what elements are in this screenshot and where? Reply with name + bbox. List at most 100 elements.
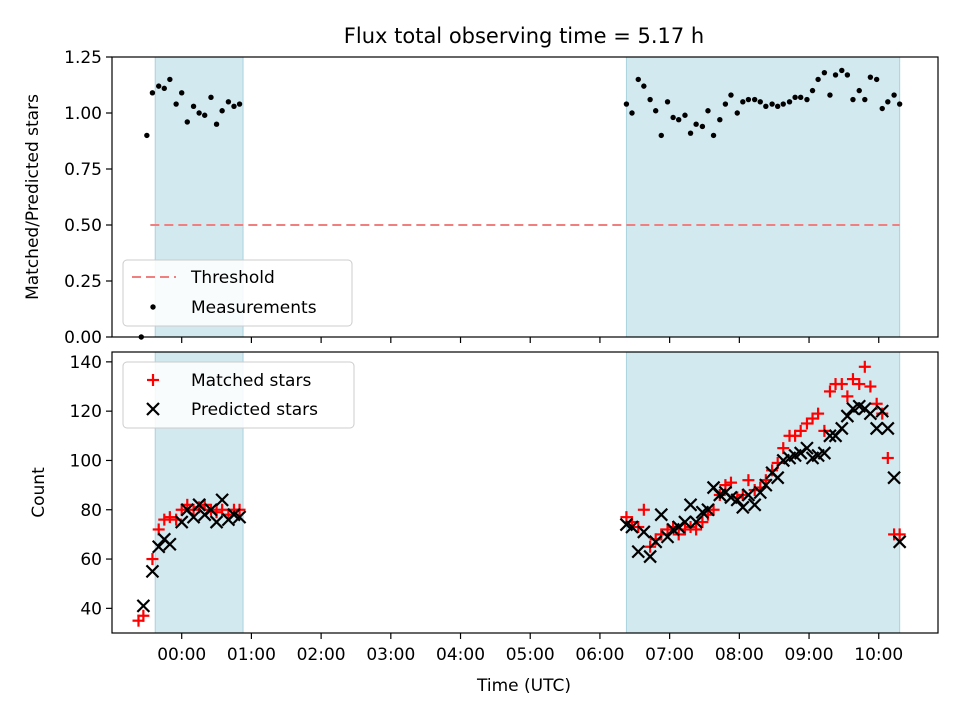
y-tick-label: 0.75 xyxy=(64,160,102,180)
measurement-point xyxy=(635,76,641,83)
predicted-marker-stroke xyxy=(648,535,663,549)
measurement-point xyxy=(797,94,804,101)
bottom-x-ticks: 00:00 01:00 02:00 03:00 04:00 05:00 06:00 07:00… xyxy=(157,633,903,665)
predicted-marker-stroke xyxy=(863,406,878,421)
y-tick-label: 100 xyxy=(70,451,102,471)
matched-star-marker xyxy=(216,503,229,516)
predicted-star-marker xyxy=(835,421,849,436)
top-y-axis-label: Matched/Predicted stars xyxy=(23,94,43,300)
predicted-marker-stroke xyxy=(180,502,195,517)
top-x-ticks xyxy=(181,337,880,343)
predicted-star-marker xyxy=(209,515,224,529)
threshold-legend-label: Threshold xyxy=(190,268,275,288)
predicted-marker-stroke xyxy=(800,441,814,455)
observing-window-band xyxy=(625,56,901,338)
measurement-point xyxy=(757,99,763,105)
measurement-point xyxy=(722,101,729,107)
predicted-star-marker xyxy=(145,564,160,579)
measurement-point xyxy=(705,108,711,114)
measurement-point xyxy=(664,99,671,105)
predicted-marker-stroke xyxy=(204,502,218,517)
matched-star-marker xyxy=(881,451,894,464)
matched-star-marker xyxy=(846,373,859,386)
bottom-panel: 40 60 80 100 120 140 00:00 01:00 02:00 03:00 04:0… xyxy=(29,351,939,696)
matched-star-marker xyxy=(158,513,171,526)
predicted-star-marker xyxy=(637,525,651,539)
x-tick-label: 06:00 xyxy=(575,645,624,665)
measurement-point xyxy=(167,76,173,83)
x-tick-label: 08:00 xyxy=(715,645,764,665)
x-tick-label: 00:00 xyxy=(157,645,206,665)
predicted-star-marker xyxy=(869,421,884,436)
matched-star-marker xyxy=(841,390,854,403)
measurement-point xyxy=(156,83,162,89)
predicted-marker-stroke xyxy=(631,544,646,559)
predicted-marker-stroke xyxy=(736,500,750,515)
predicted-star-marker xyxy=(174,515,189,529)
measurement-point xyxy=(184,119,190,125)
measurement-point xyxy=(202,112,208,118)
measurement-point xyxy=(710,132,717,139)
measurement-point xyxy=(839,67,845,74)
predicted-star-marker xyxy=(151,539,166,554)
predicted-star-marker xyxy=(730,493,745,507)
measurement-point xyxy=(763,103,769,109)
predicted-marker-stroke xyxy=(215,493,229,507)
matched-star-marker xyxy=(893,528,906,541)
predicted-marker-stroke xyxy=(186,510,201,524)
predicted-marker-stroke xyxy=(637,525,651,539)
measurement-point xyxy=(891,92,897,98)
predicted-star-marker xyxy=(892,535,907,549)
measurement-point xyxy=(641,83,647,89)
measurement-point xyxy=(862,96,868,103)
predicted-star-marker xyxy=(186,510,201,524)
measurement-point xyxy=(867,74,874,80)
predicted-marker-stroke xyxy=(643,549,657,564)
x-tick-label: 10:00 xyxy=(854,645,903,665)
measurement-point xyxy=(873,76,880,83)
measurement-point xyxy=(809,87,816,94)
x-axis-label: Time (UTC) xyxy=(476,676,571,696)
measurement-point xyxy=(780,101,786,107)
measurement-point xyxy=(885,99,891,105)
predicted-star-marker xyxy=(648,535,663,549)
measurement-point xyxy=(832,72,839,78)
measurement-point xyxy=(786,99,793,105)
predicted-star-marker xyxy=(759,478,773,492)
predicted-star-marker xyxy=(643,549,657,564)
measurement-point xyxy=(844,72,851,78)
measurement-point xyxy=(827,92,833,98)
y-tick-label: 0.25 xyxy=(64,272,102,292)
measurement-point xyxy=(149,90,156,96)
measurement-point xyxy=(879,105,885,112)
predicted-star-marker xyxy=(770,470,785,485)
bottom-legend-box xyxy=(122,361,355,429)
matched-star-marker xyxy=(858,360,871,373)
predicted-star-marker xyxy=(654,507,669,522)
measurement-point xyxy=(745,96,752,103)
predicted-marker-stroke xyxy=(881,421,895,436)
predicted-star-marker xyxy=(863,406,878,421)
matched-star-marker xyxy=(853,378,866,391)
x-tick-label: 03:00 xyxy=(366,645,415,665)
measurement-point xyxy=(231,103,237,109)
measurement-point xyxy=(190,103,197,109)
predicted-marker-stroke xyxy=(163,537,177,552)
predicted-star-marker xyxy=(232,510,247,524)
matched-star-marker xyxy=(163,511,176,524)
top-panel: 0.00 0.25 0.50 0.75 1.00 1.25 Matched/Predict… xyxy=(23,48,939,348)
predicted-star-marker xyxy=(823,429,837,443)
measurement-point xyxy=(693,121,699,127)
measurement-point xyxy=(219,108,225,114)
predicted-marker-stroke xyxy=(174,515,189,529)
predicted-star-marker xyxy=(689,515,703,529)
matched-star-marker xyxy=(870,397,883,410)
y-tick-label: 0.50 xyxy=(64,216,102,236)
predicted-star-marker xyxy=(875,404,890,418)
chart-title: Flux total observing time = 5.17 h xyxy=(344,24,704,48)
predicted-marker-stroke xyxy=(701,502,715,517)
predicted-star-marker xyxy=(678,515,692,529)
predicted-marker-stroke xyxy=(852,399,867,414)
measurement-point xyxy=(213,121,220,127)
